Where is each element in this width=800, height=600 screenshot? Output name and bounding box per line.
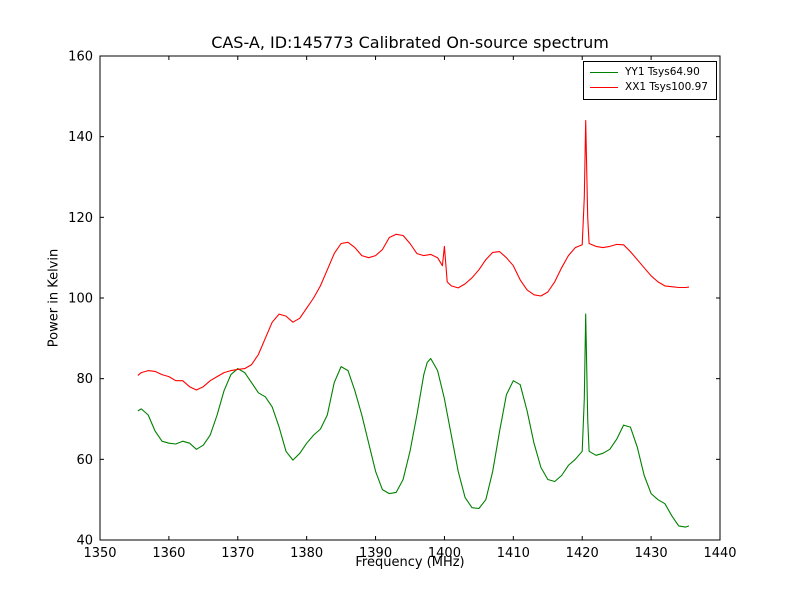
legend-item-xx1: XX1 Tsys100.97 [590,80,708,95]
svg-text:1350: 1350 [83,546,116,561]
svg-text:160: 160 [68,50,93,65]
legend-label-xx1: XX1 Tsys100.97 [625,81,708,93]
svg-text:1360: 1360 [152,546,185,561]
svg-text:1370: 1370 [221,546,254,561]
legend-line-sample-xx1 [590,87,619,88]
svg-text:80: 80 [76,372,93,387]
x-axis-label: Frequency (MHz) [355,555,465,570]
legend-label-yy1: YY1 Tsys64.90 [625,66,700,78]
svg-text:60: 60 [76,453,93,468]
svg-text:1390: 1390 [359,546,392,561]
svg-text:120: 120 [68,211,93,226]
legend-line-sample-yy1 [590,72,619,73]
y-axis-label: Power in Kelvin [46,248,62,348]
legend: YY1 Tsys64.90 XX1 Tsys100.97 [583,61,717,100]
chart-title: CAS-A, ID:145773 Calibrated On-source sp… [211,33,609,52]
svg-text:1420: 1420 [566,546,599,561]
svg-text:1440: 1440 [703,546,736,561]
legend-item-yy1: YY1 Tsys64.90 [590,65,708,80]
svg-text:100: 100 [68,292,93,307]
svg-text:1430: 1430 [635,546,668,561]
svg-text:1380: 1380 [290,546,323,561]
svg-text:1410: 1410 [497,546,530,561]
svg-text:140: 140 [68,130,93,145]
svg-text:1400: 1400 [428,546,461,561]
svg-text:40: 40 [76,534,93,549]
